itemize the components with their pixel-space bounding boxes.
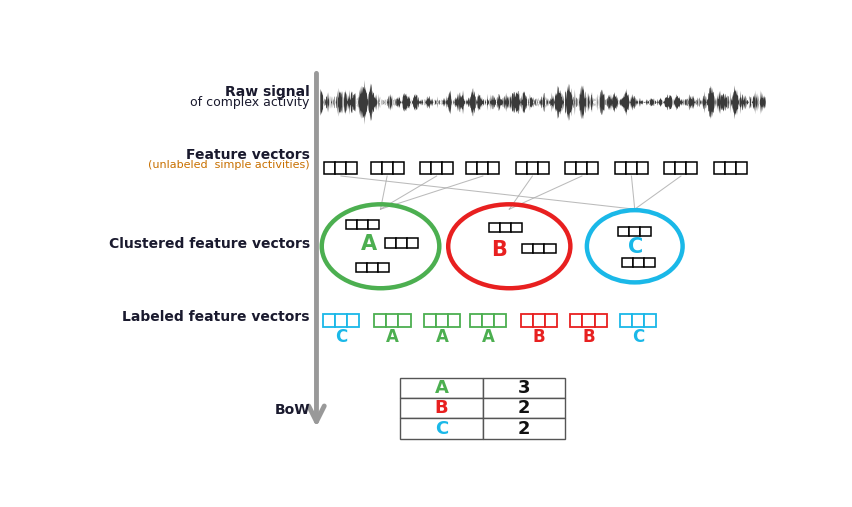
- Text: A: A: [360, 234, 377, 254]
- Bar: [374, 314, 386, 327]
- Bar: [483, 378, 566, 398]
- Bar: [544, 243, 556, 253]
- Bar: [407, 238, 418, 248]
- Text: 3: 3: [518, 379, 531, 397]
- Bar: [632, 314, 644, 327]
- Bar: [570, 314, 583, 327]
- Bar: [448, 314, 460, 327]
- Bar: [399, 314, 411, 327]
- Text: Feature vectors: Feature vectors: [186, 148, 310, 162]
- Bar: [637, 162, 648, 174]
- Text: Raw signal: Raw signal: [225, 85, 310, 99]
- Bar: [488, 162, 499, 174]
- Text: B: B: [492, 240, 507, 260]
- Bar: [378, 263, 389, 272]
- Bar: [470, 314, 482, 327]
- Bar: [323, 314, 335, 327]
- Bar: [400, 378, 483, 398]
- Text: BoW: BoW: [274, 403, 310, 417]
- Bar: [400, 398, 483, 418]
- Bar: [725, 162, 736, 174]
- Bar: [431, 162, 442, 174]
- Text: 2: 2: [518, 400, 531, 417]
- Text: 2: 2: [518, 420, 531, 438]
- Text: C: C: [335, 328, 347, 346]
- Bar: [522, 243, 533, 253]
- Bar: [587, 162, 598, 174]
- Bar: [325, 162, 336, 174]
- Bar: [644, 314, 656, 327]
- Bar: [423, 314, 436, 327]
- Bar: [371, 162, 382, 174]
- Bar: [577, 162, 587, 174]
- Bar: [466, 162, 477, 174]
- Bar: [615, 162, 626, 174]
- Text: A: A: [481, 328, 495, 346]
- Text: A: A: [386, 328, 399, 346]
- Bar: [420, 162, 431, 174]
- Bar: [511, 223, 522, 232]
- Bar: [396, 238, 407, 248]
- Bar: [442, 162, 453, 174]
- Bar: [382, 162, 393, 174]
- Bar: [489, 223, 500, 232]
- Bar: [665, 162, 676, 174]
- Bar: [386, 314, 399, 327]
- Bar: [620, 314, 632, 327]
- Bar: [482, 314, 494, 327]
- Bar: [622, 258, 632, 267]
- Bar: [566, 162, 577, 174]
- Text: C: C: [629, 237, 643, 258]
- Bar: [494, 314, 506, 327]
- Text: Clustered feature vectors: Clustered feature vectors: [109, 237, 310, 251]
- Bar: [533, 314, 545, 327]
- Text: C: C: [435, 420, 448, 438]
- Bar: [538, 162, 549, 174]
- Bar: [640, 227, 651, 236]
- Text: B: B: [582, 328, 595, 346]
- Text: B: B: [435, 400, 448, 417]
- Bar: [347, 162, 358, 174]
- Bar: [736, 162, 747, 174]
- Bar: [335, 314, 347, 327]
- Text: (unlabeled  simple activities): (unlabeled simple activities): [148, 160, 310, 170]
- Bar: [626, 162, 637, 174]
- Bar: [367, 220, 378, 230]
- Bar: [336, 162, 347, 174]
- Bar: [630, 227, 640, 236]
- Bar: [346, 220, 356, 230]
- Bar: [477, 162, 488, 174]
- Bar: [619, 227, 630, 236]
- Bar: [500, 223, 511, 232]
- Bar: [714, 162, 725, 174]
- Bar: [527, 162, 538, 174]
- Bar: [643, 258, 654, 267]
- Bar: [515, 162, 527, 174]
- Bar: [436, 314, 448, 327]
- Bar: [367, 263, 378, 272]
- Bar: [400, 418, 483, 439]
- Bar: [356, 263, 367, 272]
- Bar: [385, 238, 396, 248]
- Bar: [347, 314, 359, 327]
- Bar: [533, 243, 544, 253]
- Text: A: A: [435, 379, 448, 397]
- Bar: [483, 398, 566, 418]
- Bar: [687, 162, 698, 174]
- Text: of complex activity: of complex activity: [191, 96, 310, 109]
- Bar: [583, 314, 595, 327]
- Text: A: A: [435, 328, 448, 346]
- Bar: [632, 258, 643, 267]
- Text: B: B: [532, 328, 545, 346]
- Bar: [393, 162, 404, 174]
- Bar: [483, 418, 566, 439]
- Bar: [545, 314, 557, 327]
- Text: Labeled feature vectors: Labeled feature vectors: [123, 310, 310, 323]
- Bar: [595, 314, 607, 327]
- Bar: [356, 220, 367, 230]
- Text: C: C: [632, 328, 644, 346]
- Bar: [676, 162, 687, 174]
- Bar: [521, 314, 533, 327]
